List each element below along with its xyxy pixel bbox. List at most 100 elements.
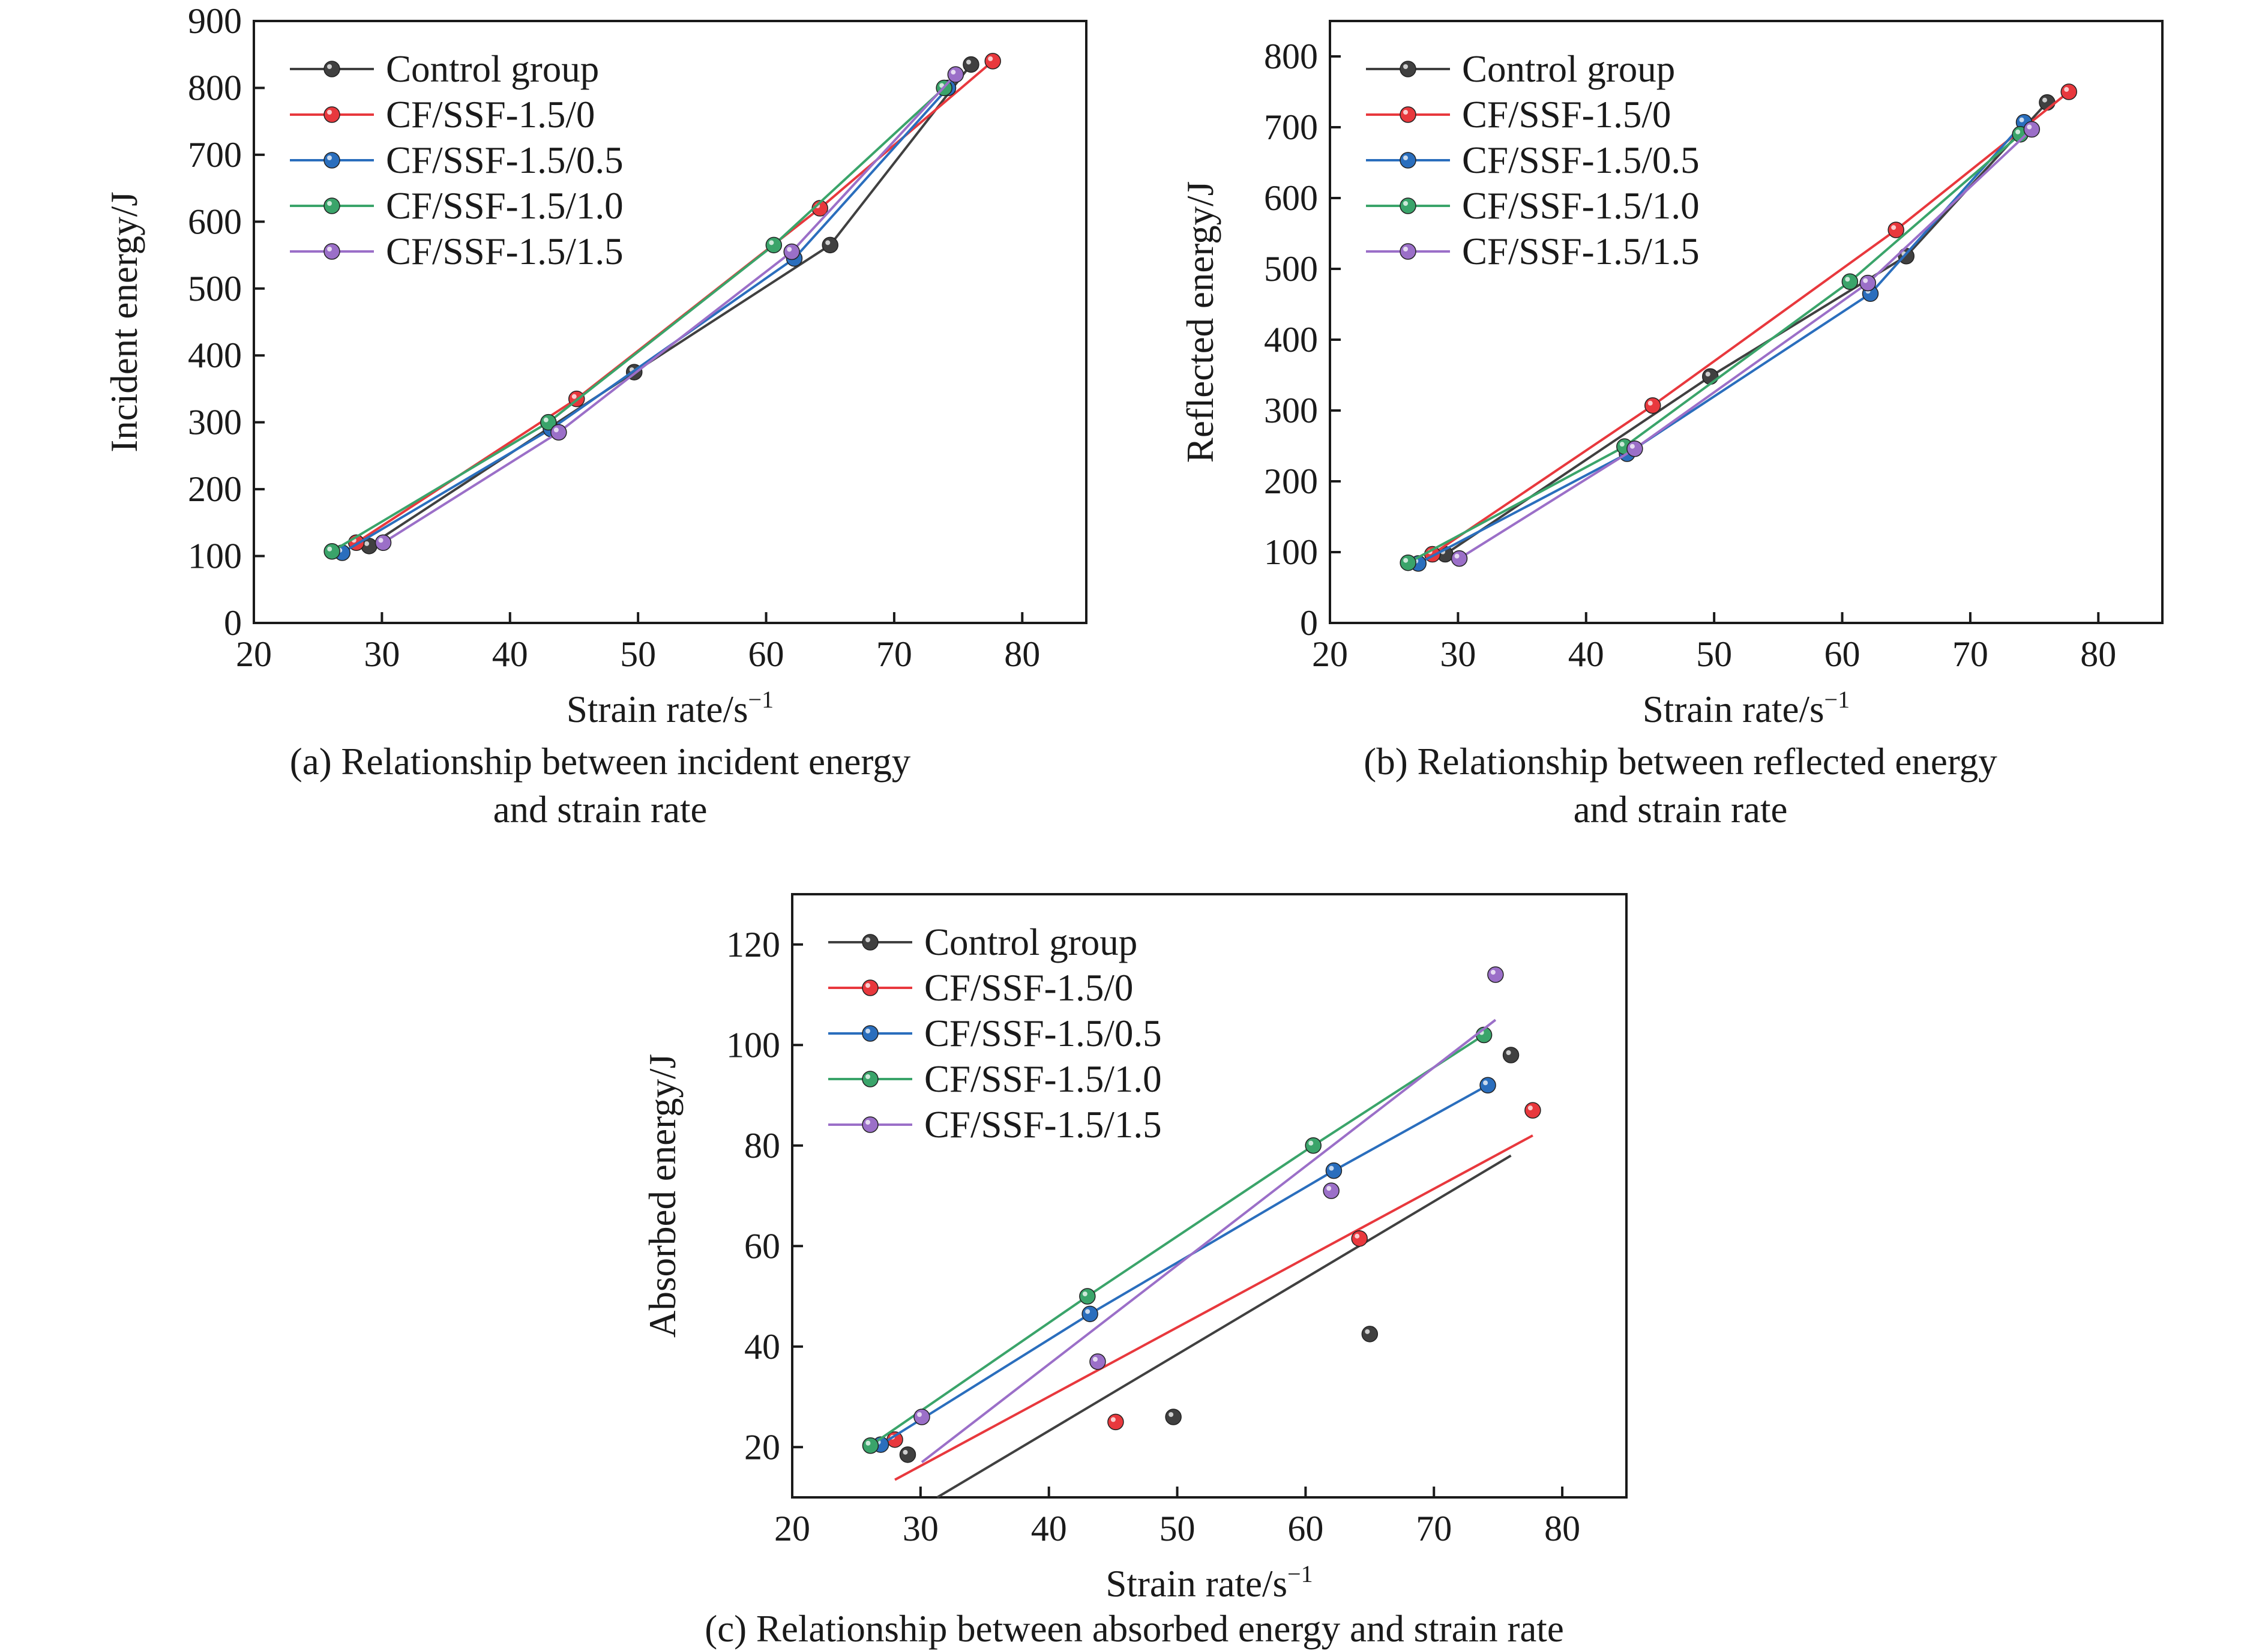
data-point <box>899 1446 916 1463</box>
panel-caption: (a) Relationship between incident energy <box>290 741 911 783</box>
data-point <box>1479 1077 1496 1093</box>
legend-item-cf-1-5: CF/SSF-1.5/1.5 <box>1366 230 1700 272</box>
legend-label: CF/SSF-1.5/0.5 <box>924 1012 1162 1054</box>
legend-label: CF/SSF-1.5/0 <box>1462 94 1671 136</box>
data-point <box>822 236 838 254</box>
y-tick-label: 400 <box>188 335 242 375</box>
legend-label: CF/SSF-1.5/0.5 <box>1462 139 1700 181</box>
data-point <box>550 424 567 441</box>
y-tick-label: 120 <box>726 925 780 964</box>
data-point <box>963 56 979 73</box>
legend-item-cf-0: CF/SSF-1.5/0 <box>1366 94 1671 136</box>
data-point <box>1859 274 1876 292</box>
legend-label: CF/SSF-1.5/0 <box>924 967 1133 1009</box>
legend-marker <box>862 934 879 951</box>
y-tick-label: 100 <box>726 1025 780 1065</box>
data-point <box>1089 1353 1106 1370</box>
legend-item-cf-1-0: CF/SSF-1.5/1.0 <box>290 185 624 227</box>
y-tick-label: 300 <box>1264 391 1318 430</box>
data-point <box>1502 1047 1520 1063</box>
x-tick-label: 70 <box>1952 634 1988 674</box>
panel-caption: (c) Relationship between absorbed energy… <box>705 1608 1564 1650</box>
y-axis-title: Reflected energy/J <box>1179 181 1221 463</box>
legend-item-cf-0: CF/SSF-1.5/0 <box>828 967 1133 1009</box>
series-cf-1-0 <box>1400 126 2029 571</box>
legend-item-control: Control group <box>290 48 599 90</box>
x-tick-label: 20 <box>236 634 272 674</box>
series-line-control <box>368 64 972 547</box>
series-line-cf-0 <box>1431 91 2070 556</box>
y-tick-label: 300 <box>188 403 242 442</box>
legend-item-cf-0-5: CF/SSF-1.5/0.5 <box>1366 139 1700 181</box>
y-tick-label: 100 <box>188 537 242 576</box>
x-tick-label: 40 <box>1031 1509 1067 1548</box>
series-line-cf-1-5 <box>382 73 957 544</box>
legend: Control groupCF/SSF-1.5/0CF/SSF-1.5/0.5C… <box>290 48 624 272</box>
y-axis-title: Incident energy/J <box>103 191 145 452</box>
x-axis-title: Strain rate/s−1 <box>567 686 774 730</box>
y-tick-label: 500 <box>188 269 242 308</box>
panel-b-reflected-energy: 20 30 40 50 60 70 800100200300400500600700800S… <box>1179 20 2164 831</box>
panel-caption: (b) Relationship between reflected energ… <box>1364 741 1997 783</box>
legend-marker <box>1400 106 1416 123</box>
fit-line-control <box>936 1154 1512 1499</box>
data-point <box>2060 83 2077 100</box>
legend-item-control: Control group <box>828 921 1137 963</box>
legend-marker <box>323 61 340 77</box>
data-point <box>1081 1305 1098 1323</box>
legend-marker <box>323 197 340 214</box>
x-tick-label: 20 <box>1312 634 1348 674</box>
legend-marker <box>323 243 340 260</box>
legend-label: CF/SSF-1.5/0.5 <box>386 139 624 181</box>
series-line-cf-1-5 <box>1458 128 2033 560</box>
data-point <box>1400 554 1416 571</box>
data-point <box>1644 397 1661 414</box>
x-tick-label: 40 <box>1568 634 1604 674</box>
x-axis-title: Strain rate/s−1 <box>1643 686 1850 730</box>
fit-line-cf-1-0 <box>870 1033 1485 1447</box>
legend-label: Control group <box>1462 48 1675 90</box>
data-point <box>1841 273 1859 290</box>
data-point <box>1702 368 1719 385</box>
legend-marker <box>323 106 340 123</box>
x-tick-label: 60 <box>748 634 784 674</box>
legend-marker <box>862 1116 879 1133</box>
data-point <box>862 1437 879 1454</box>
series-cf-0 <box>1424 83 2077 563</box>
y-tick-label: 0 <box>1300 603 1318 643</box>
y-tick-label: 600 <box>1264 178 1318 218</box>
data-point <box>1107 1413 1124 1431</box>
legend-marker <box>862 1025 879 1042</box>
legend-label: Control group <box>924 921 1137 963</box>
legend-item-cf-0: CF/SSF-1.5/0 <box>290 94 595 136</box>
legend-label: CF/SSF-1.5/1.5 <box>1462 230 1700 272</box>
plot-frame <box>1329 20 2164 624</box>
data-point <box>1351 1230 1368 1247</box>
data-point <box>540 414 557 431</box>
plot-frame <box>791 893 1628 1499</box>
y-tick-label: 20 <box>744 1427 780 1467</box>
legend-marker <box>1400 61 1416 77</box>
x-tick-label: 20 <box>774 1509 810 1548</box>
series-cf-0 <box>886 1102 1541 1481</box>
fit-line-cf-0-5 <box>880 1084 1489 1446</box>
data-point <box>374 534 392 552</box>
data-point <box>1626 440 1643 457</box>
series-line-cf-1-0 <box>1407 133 2021 564</box>
legend-item-control: Control group <box>1366 48 1675 90</box>
x-axis-title: Strain rate/s−1 <box>1105 1560 1313 1605</box>
x-tick-label: 30 <box>364 634 400 674</box>
y-tick-label: 800 <box>1264 37 1318 76</box>
data-point <box>783 243 800 260</box>
data-point <box>1325 1162 1343 1179</box>
series-line-control <box>1444 101 2048 556</box>
y-tick-label: 100 <box>1264 532 1318 572</box>
legend-item-cf-1-0: CF/SSF-1.5/1.0 <box>1366 185 1700 227</box>
series-line-cf-1-0 <box>331 86 945 553</box>
series-cf-1-5 <box>374 66 964 552</box>
data-point <box>1165 1409 1182 1425</box>
data-point <box>913 1409 930 1425</box>
legend: Control groupCF/SSF-1.5/0CF/SSF-1.5/0.5C… <box>828 921 1162 1146</box>
x-tick-label: 70 <box>1416 1509 1452 1548</box>
legend: Control groupCF/SSF-1.5/0CF/SSF-1.5/0.5C… <box>1366 48 1700 272</box>
